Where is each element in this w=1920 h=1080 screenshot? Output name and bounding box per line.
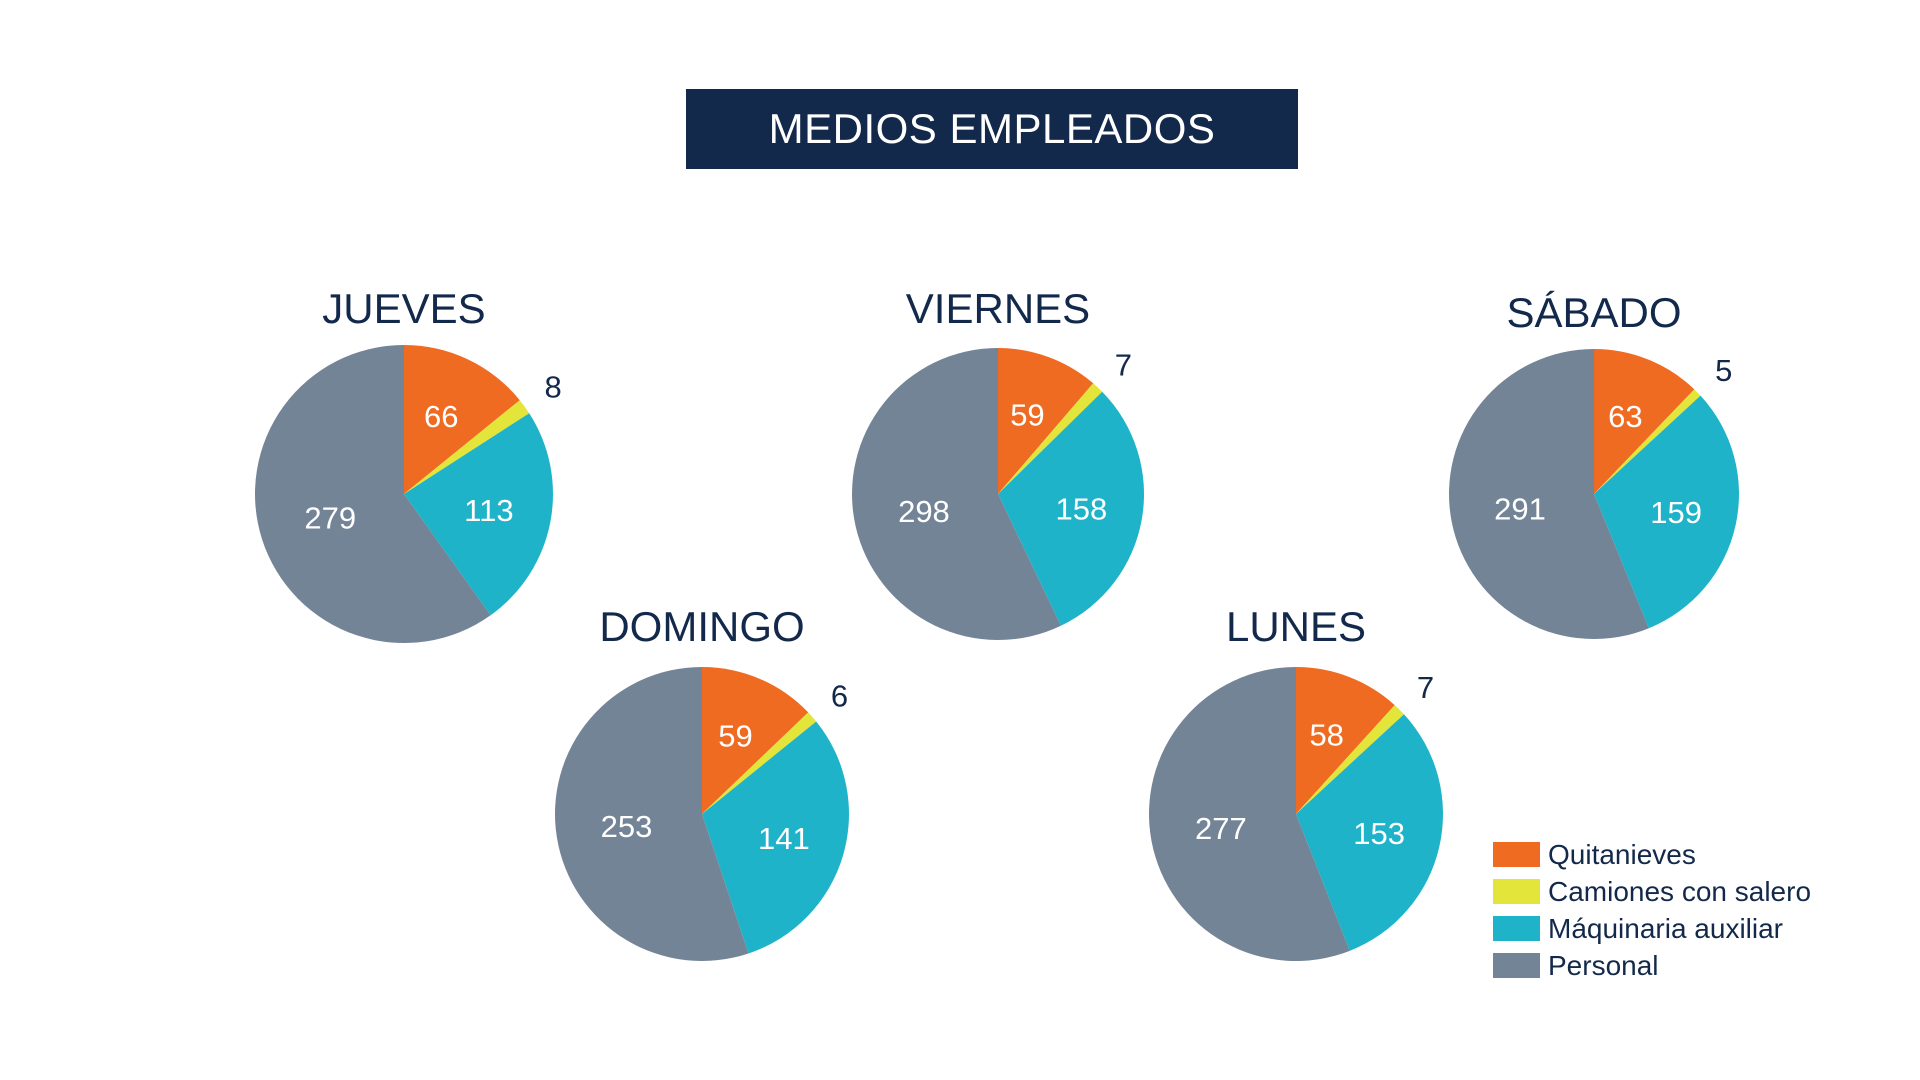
legend-label: Quitanieves — [1548, 838, 1696, 870]
pie-chart-lunes: LUNES 58 7 153 277 — [1149, 603, 1443, 961]
page-title: MEDIOS EMPLEADOS — [768, 105, 1216, 152]
pie-slice-personal — [254, 345, 491, 643]
pie-slice-value-label: 159 — [1650, 495, 1702, 530]
pie-slice-value-label: 8 — [544, 370, 561, 405]
pie-slice-maquinaria-auxiliar — [702, 721, 850, 954]
pie-slice-value-label: 113 — [464, 493, 513, 528]
pie-title: DOMINGO — [599, 603, 804, 650]
pie-slice-camiones-con-salero — [702, 712, 817, 814]
legend-item-maquinaria: Máquinaria auxiliar — [1493, 910, 1811, 947]
pie-slice-maquinaria-auxiliar — [404, 413, 553, 616]
legend-swatch — [1493, 842, 1540, 867]
pie-slice-value-label: 158 — [1056, 492, 1108, 527]
pie-title: SÁBADO — [1506, 289, 1681, 336]
legend: Quitanieves Camiones con salero Máquinar… — [1493, 836, 1811, 984]
pie-slice-value-label: 277 — [1195, 811, 1247, 846]
pie-slice-quitanieves — [1296, 667, 1395, 814]
pie-slice-value-label: 58 — [1309, 717, 1343, 752]
pie-slice-value-label: 279 — [304, 501, 356, 536]
legend-item-quitanieves: Quitanieves — [1493, 836, 1811, 873]
pie-slice-value-label: 7 — [1417, 670, 1434, 705]
pie-slice-personal — [852, 348, 1061, 640]
pie-title: LUNES — [1226, 603, 1366, 650]
legend-label: Camiones con salero — [1548, 875, 1812, 907]
pie-slice-maquinaria-auxiliar — [998, 391, 1144, 626]
pie-slice-camiones-con-salero — [1296, 705, 1404, 814]
pie-chart-jueves: JUEVES 66 8 113 279 — [254, 285, 562, 643]
pie-slice-quitanieves — [1594, 349, 1695, 494]
pie-slice-quitanieves — [404, 345, 520, 494]
legend-label: Máquinaria auxiliar — [1548, 912, 1784, 944]
pie-slice-value-label: 253 — [601, 809, 653, 844]
legend-swatch — [1493, 953, 1540, 978]
pie-slice-value-label: 291 — [1494, 492, 1546, 527]
pie-slice-personal — [1449, 349, 1649, 639]
pie-slice-value-label: 7 — [1115, 347, 1132, 382]
legend-item-camiones: Camiones con salero — [1493, 873, 1811, 910]
legend-label: Personal — [1548, 949, 1659, 981]
pie-slice-value-label: 59 — [718, 719, 752, 754]
legend-swatch — [1493, 879, 1540, 904]
pie-slice-value-label: 63 — [1608, 399, 1642, 434]
pie-slice-value-label: 153 — [1353, 816, 1405, 851]
pie-slice-quitanieves — [998, 348, 1094, 494]
pie-chart-domingo: DOMINGO 59 6 141 253 — [554, 603, 850, 961]
pie-slice-value-label: 298 — [898, 494, 950, 529]
pie-slice-camiones-con-salero — [404, 400, 530, 494]
pie-slice-personal — [554, 667, 749, 961]
pie-slice-value-label: 66 — [424, 399, 458, 434]
legend-swatch — [1493, 916, 1540, 941]
page-title-banner: MEDIOS EMPLEADOS — [686, 89, 1298, 169]
pie-slice-value-label: 6 — [831, 678, 848, 713]
pie-slice-value-label: 59 — [1010, 398, 1044, 433]
pie-slice-value-label: 5 — [1715, 353, 1732, 388]
pie-title: VIERNES — [906, 285, 1090, 332]
pie-slice-value-label: 141 — [758, 821, 810, 856]
pie-slice-maquinaria-auxiliar — [1296, 714, 1443, 951]
pie-slice-camiones-con-salero — [1594, 389, 1701, 494]
pie-chart-sabado: SÁBADO 63 5 159 291 — [1449, 289, 1740, 639]
pie-slice-quitanieves — [702, 667, 809, 814]
pie-slice-maquinaria-auxiliar — [1594, 395, 1740, 629]
pie-slice-personal — [1149, 667, 1350, 961]
pie-title: JUEVES — [322, 285, 485, 332]
legend-item-personal: Personal — [1493, 947, 1811, 984]
pie-chart-viernes: VIERNES 59 7 158 298 — [852, 285, 1144, 640]
pie-slice-camiones-con-salero — [998, 383, 1103, 494]
